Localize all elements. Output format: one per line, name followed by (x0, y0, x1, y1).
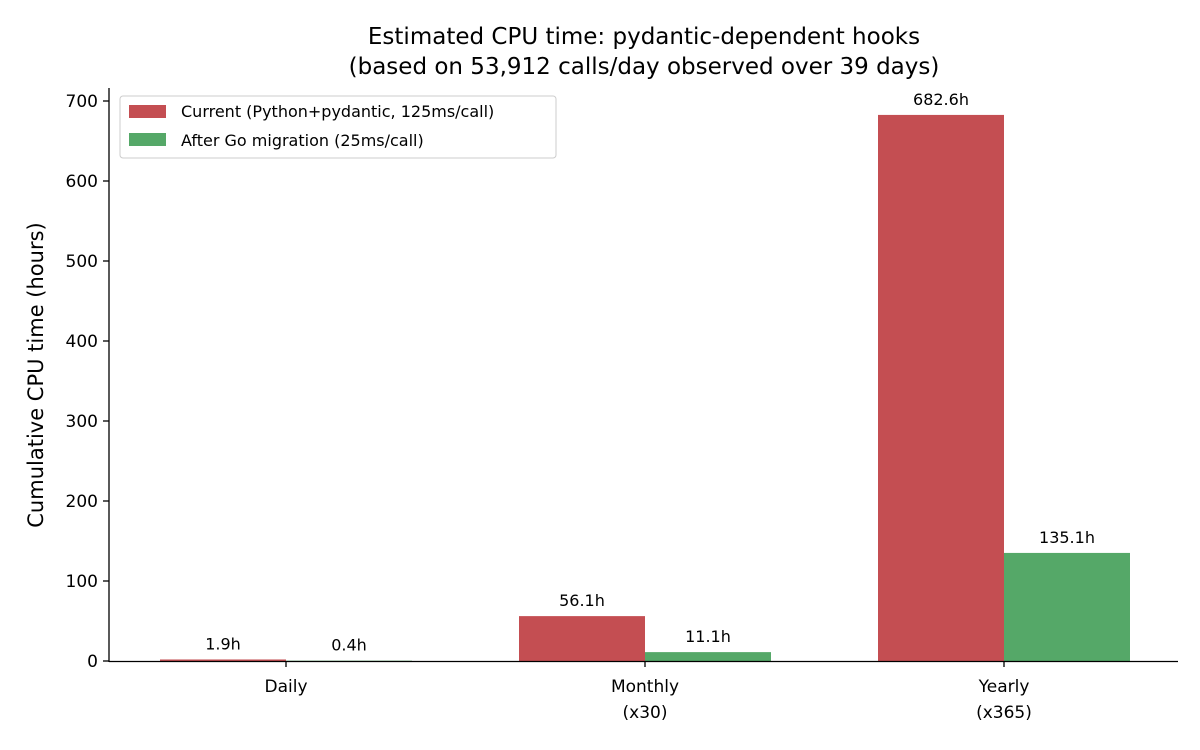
x-tick-sublabel: (x30) (623, 703, 668, 723)
y-ticks-group: 0 100 200 300 400 500 600 700 (66, 92, 109, 672)
y-tick-label: 400 (66, 332, 98, 352)
x-tick-label: Yearly (978, 677, 1030, 697)
chart-subtitle: (based on 53,912 calls/day observed over… (349, 54, 940, 80)
bar-after-go (1004, 552, 1130, 661)
chart-title: Estimated CPU time: pydantic-dependent h… (368, 24, 920, 50)
bar-value-label: 682.6h (913, 90, 969, 109)
y-tick-label: 700 (66, 92, 98, 112)
legend: Current (Python+pydantic, 125ms/call) Af… (119, 95, 557, 159)
y-tick-label: 500 (66, 252, 98, 272)
x-tick-label: Daily (264, 677, 307, 697)
y-tick-label: 300 (66, 412, 98, 432)
legend-swatch-current (129, 105, 166, 118)
legend-label-current: Current (Python+pydantic, 125ms/call) (181, 102, 494, 121)
bar-current (519, 616, 645, 661)
x-tick-sublabel: (x365) (976, 703, 1032, 723)
bar-value-label: 1.9h (205, 634, 241, 653)
y-axis-label: Cumulative CPU time (hours) (24, 222, 48, 527)
bar-current (160, 659, 286, 661)
legend-frame (119, 95, 557, 159)
y-tick-label: 0 (87, 652, 98, 672)
bar-value-label: 135.1h (1039, 528, 1095, 547)
y-tick-label: 200 (66, 492, 98, 512)
bars-group: 1.9h 56.1h 682.6h 0.4h 11.1h 135.1h (160, 90, 1130, 662)
bar-after-go (645, 652, 771, 661)
bar-value-label: 11.1h (685, 627, 731, 646)
legend-swatch-after-go (129, 133, 166, 146)
y-tick-label: 100 (66, 572, 98, 592)
bar-value-label: 0.4h (331, 636, 367, 655)
legend-label-after-go: After Go migration (25ms/call) (181, 131, 424, 150)
bar-current (878, 114, 1004, 662)
x-tick-label: Monthly (611, 677, 679, 697)
x-ticks-group: Daily Monthly (x30) Yearly (x365) (264, 661, 1032, 723)
y-tick-label: 600 (66, 172, 98, 192)
bar-value-label: 56.1h (559, 591, 605, 610)
